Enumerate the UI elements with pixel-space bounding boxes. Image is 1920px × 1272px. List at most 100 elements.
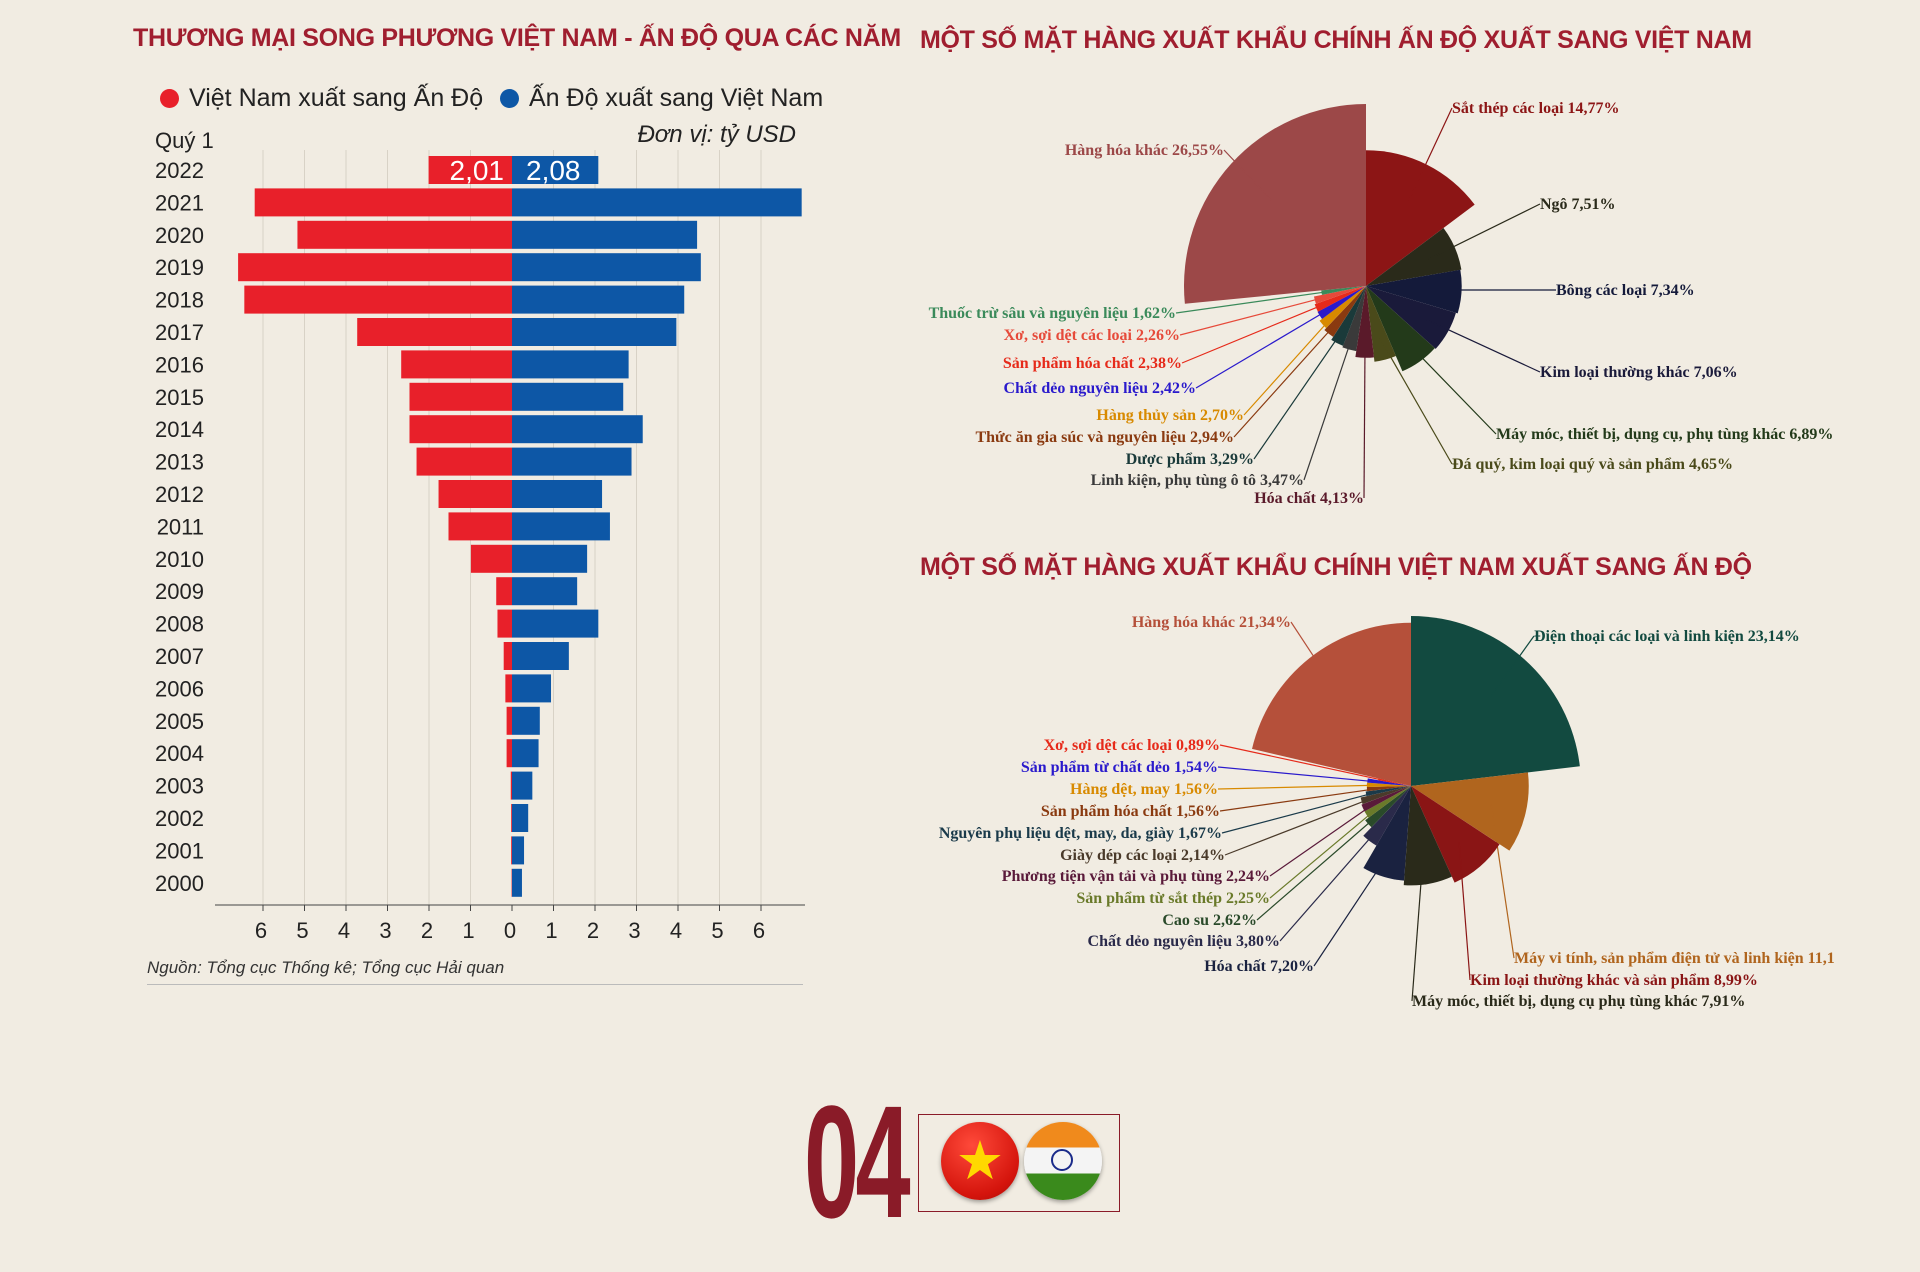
pie-slice-label: Đá quý, kim loại quý và sản phẩm 4,65% <box>1452 456 1733 473</box>
legend-vietnam: Việt Nam xuất sang Ấn Độ <box>160 84 483 113</box>
year-label: 2010 <box>155 547 204 572</box>
leader-line <box>1217 784 1381 790</box>
pie-slice-label: Chất dẻo nguyên liệu 2,42% <box>1004 380 1196 397</box>
infographic-panel: THƯƠNG MẠI SONG PHƯƠNG VIỆT NAM - ẤN ĐỘ … <box>0 0 1920 1043</box>
leader-line <box>1269 800 1378 877</box>
pie-slice <box>1366 269 1462 314</box>
bar-vietnam <box>511 836 512 865</box>
pie-slice <box>1355 286 1374 358</box>
bar-india <box>512 544 588 573</box>
leader-line <box>1253 325 1347 460</box>
x-tick-label: 4 <box>670 918 682 943</box>
pie-slice <box>1361 786 1411 812</box>
pie-slice-label: Phương tiện vận tải và phụ tùng 2,24% <box>1002 868 1270 885</box>
page-number: 04 <box>804 1072 911 1251</box>
bar-vietnam <box>244 285 512 314</box>
year-label: 2022 <box>155 158 204 183</box>
pie-slice-label: Hàng dệt, may 1,56% <box>1070 781 1218 798</box>
pie-slice <box>1411 772 1529 851</box>
bar-vietnam <box>497 609 512 638</box>
pie-slice <box>1184 104 1366 304</box>
pie-slice <box>1378 778 1411 786</box>
flag-frame <box>918 1114 1120 1212</box>
leader-line <box>1219 744 1389 782</box>
year-label: 2013 <box>155 450 204 475</box>
vietnam-flag-icon: ★ <box>941 1122 1019 1200</box>
leader-line <box>1243 312 1337 416</box>
bar-india <box>512 577 578 606</box>
bar-vietnam <box>297 220 512 249</box>
year-label: 2006 <box>155 676 204 701</box>
legend-dot-icon <box>160 89 179 108</box>
year-label: 2012 <box>155 482 204 507</box>
bar-vietnam <box>496 577 512 606</box>
legend-india-label: Ấn Độ xuất sang Việt Nam <box>529 84 824 112</box>
bar-vietnam <box>238 253 512 282</box>
leader-line <box>1290 621 1341 697</box>
leader-line <box>1269 805 1381 899</box>
bar-vietnam <box>503 642 512 670</box>
bar-india <box>512 609 599 638</box>
bar-india <box>512 642 569 670</box>
india-flag-icon <box>1024 1122 1102 1200</box>
pie-slice-label: Xơ, sợi dệt các loại 0,89% <box>1044 737 1220 754</box>
pie-slice <box>1365 786 1411 797</box>
leader-line <box>1490 804 1515 959</box>
year-label: 2014 <box>155 417 204 442</box>
year-label: 2009 <box>155 579 204 604</box>
bar-vietnam <box>511 804 512 832</box>
pie-slice <box>1252 622 1411 786</box>
leader-line <box>1279 824 1383 942</box>
x-tick-label: 6 <box>255 918 267 943</box>
bar-india <box>512 285 685 314</box>
bar-india <box>512 447 632 476</box>
pie-slice-label: Hàng hóa khác 26,55% <box>1065 142 1224 159</box>
bar-vietnam <box>448 512 512 541</box>
quarter-label: Quý 1 <box>155 128 214 153</box>
bar-india <box>512 382 624 411</box>
pie-slice <box>1411 616 1580 786</box>
year-label: 2004 <box>155 741 204 766</box>
bar-india <box>512 415 643 444</box>
x-tick-label: 2 <box>421 918 433 943</box>
x-tick-label: 5 <box>296 918 308 943</box>
year-label: 2015 <box>155 385 204 410</box>
vietnam-exports-pie-chart: Điện thoại các loại và linh kiện 23,14% M… <box>939 614 1835 1010</box>
unit-label: Đơn vị: tỷ USD <box>637 121 796 148</box>
bar-india <box>512 706 540 735</box>
pie-slice-label: Sản phẩm hóa chất 1,56% <box>1041 803 1220 820</box>
leader-line <box>1256 812 1382 921</box>
x-tick-label: 3 <box>628 918 640 943</box>
pie-slice <box>1360 786 1411 805</box>
year-label: 2011 <box>157 514 204 539</box>
bar-india <box>512 771 533 800</box>
bar-india <box>512 350 629 379</box>
legend-vietnam-label: Việt Nam xuất sang Ấn Độ <box>189 84 484 112</box>
leader-line <box>1217 766 1381 783</box>
year-label: 2016 <box>155 352 204 377</box>
pie-slice-label: Bông các loại 7,34% <box>1556 282 1695 299</box>
leader-line <box>1181 300 1332 364</box>
leader-line <box>1489 635 1535 698</box>
bar-vietnam <box>254 188 512 217</box>
leader-line <box>1403 338 1497 435</box>
leader-line <box>1427 203 1541 260</box>
pie-slice <box>1366 286 1456 349</box>
pie-slice-label: Máy móc, thiết bị, dụng cụ phụ tùng khác… <box>1412 993 1745 1010</box>
pie-slice <box>1317 286 1366 319</box>
pie-slice <box>1366 150 1475 286</box>
pie-slice <box>1367 778 1411 786</box>
x-tick-label: 0 <box>504 918 516 943</box>
data-label-vietnam-2022: 2,01 <box>450 155 505 186</box>
leader-line <box>1179 295 1331 336</box>
leader-line <box>1313 849 1392 967</box>
bilateral-trade-bar-chart: 6 5 4 3 2 1 0 1 2 3 4 5 6 2022 2021 2020 2019 2018 2017 201… <box>155 150 805 943</box>
india-exports-pie-title: MỘT SỐ MẶT HÀNG XUẤT KHẨU CHÍNH ẤN ĐỘ XU… <box>920 26 1752 54</box>
pie-slice <box>1363 786 1411 881</box>
bar-india <box>512 674 552 703</box>
x-tick-label: 1 <box>545 918 557 943</box>
x-tick-label: 2 <box>587 918 599 943</box>
leader-line <box>1224 795 1377 856</box>
year-label: 2018 <box>155 288 204 313</box>
pie-slice <box>1314 286 1366 312</box>
